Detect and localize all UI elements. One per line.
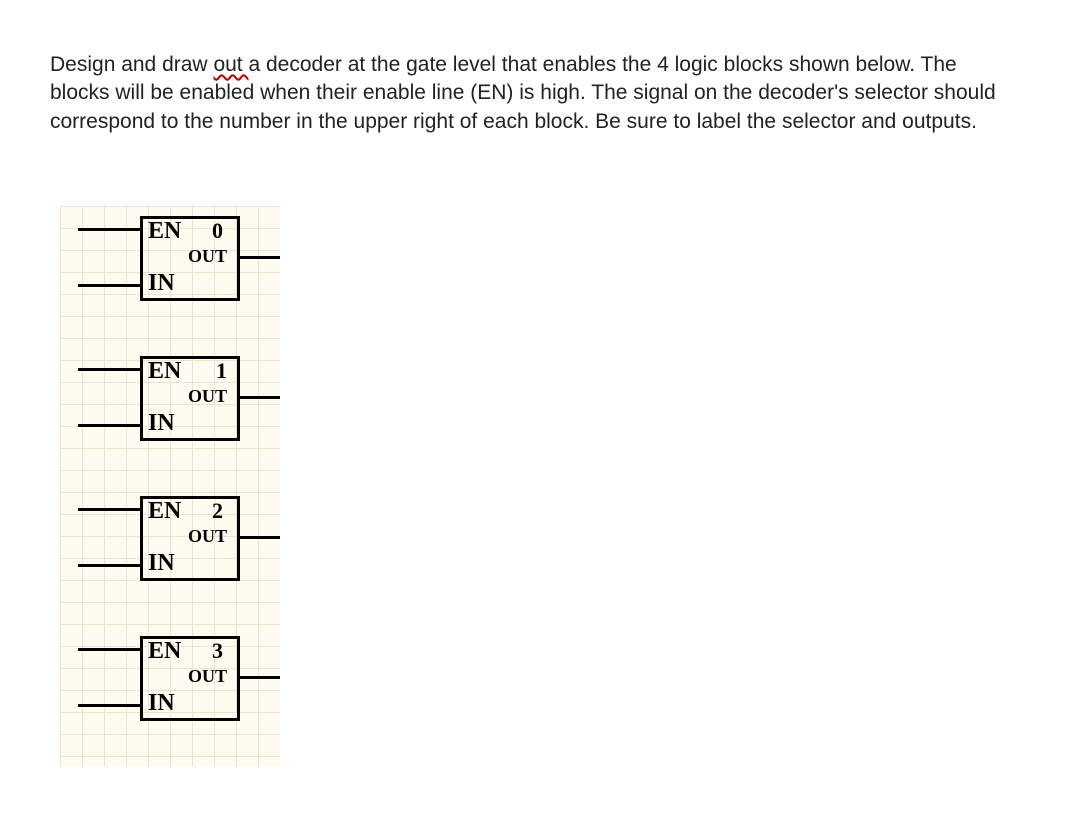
label-out-1: OUT [188, 386, 227, 407]
wire-out-0 [240, 256, 280, 259]
question-squiggle: out [213, 53, 248, 76]
label-out-0: OUT [188, 246, 227, 267]
label-id-1: 1 [216, 358, 227, 384]
question-text: Design and draw out a decoder at the gat… [50, 51, 1010, 136]
wire-en-0 [78, 228, 140, 231]
wire-out-3 [240, 676, 280, 679]
wire-in-0 [78, 284, 140, 287]
wire-en-3 [78, 648, 140, 651]
label-in-3: IN [148, 690, 175, 717]
logic-block-2: EN 2 OUT IN [60, 496, 320, 581]
label-in-2: IN [148, 550, 175, 577]
wire-en-2 [78, 508, 140, 511]
label-id-2: 2 [212, 498, 223, 524]
logic-block-3: EN 3 OUT IN [60, 636, 320, 721]
label-in-0: IN [148, 270, 175, 297]
label-in-1: IN [148, 410, 175, 437]
label-id-0: 0 [212, 218, 223, 244]
logic-block-0: EN 0 OUT IN [60, 216, 320, 301]
wire-en-1 [78, 368, 140, 371]
label-en-2: EN [148, 498, 181, 525]
page: Design and draw out a decoder at the gat… [0, 0, 1080, 136]
label-out-2: OUT [188, 526, 227, 547]
label-en-3: EN [148, 638, 181, 665]
label-id-3: 3 [212, 638, 223, 664]
label-out-3: OUT [188, 666, 227, 687]
wire-in-2 [78, 564, 140, 567]
question-prefix: Design and draw [50, 53, 213, 76]
label-en-1: EN [148, 358, 181, 385]
logic-block-1: EN 1 OUT IN [60, 356, 320, 441]
wire-out-1 [240, 396, 280, 399]
wire-in-1 [78, 424, 140, 427]
label-en-0: EN [148, 218, 181, 245]
wire-in-3 [78, 704, 140, 707]
wire-out-2 [240, 536, 280, 539]
